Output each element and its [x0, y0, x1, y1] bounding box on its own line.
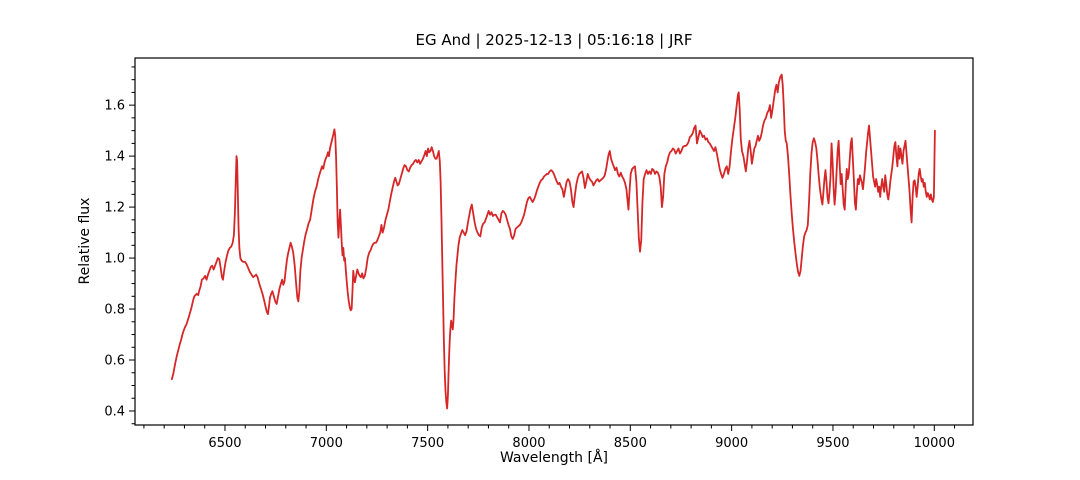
x-tick-label: 7000	[310, 436, 343, 451]
x-tick-label: 8500	[614, 436, 647, 451]
x-tick-label: 6500	[208, 436, 241, 451]
x-tick-label: 7500	[411, 436, 444, 451]
x-tick-label: 10000	[914, 436, 955, 451]
y-tick-label: 1.0	[104, 252, 125, 267]
chart-title: EG And | 2025-12-13 | 05:16:18 | JRF	[415, 31, 693, 49]
plot-frame	[134, 57, 974, 426]
x-tick-label: 9500	[816, 436, 849, 451]
y-axis-label: Relative flux	[77, 197, 93, 285]
x-tick-label: 8000	[512, 436, 545, 451]
y-tick-label: 1.6	[104, 99, 125, 114]
y-tick-label: 0.6	[104, 354, 125, 369]
x-tick-label: 9000	[715, 436, 748, 451]
y-tick-label: 1.2	[104, 201, 125, 216]
x-axis-label: Wavelength [Å]	[499, 450, 608, 466]
spectrum-line	[170, 73, 936, 410]
y-tick-label: 0.4	[104, 404, 125, 419]
y-tick-label: 0.8	[104, 303, 125, 318]
y-tick-label: 1.4	[104, 150, 125, 165]
